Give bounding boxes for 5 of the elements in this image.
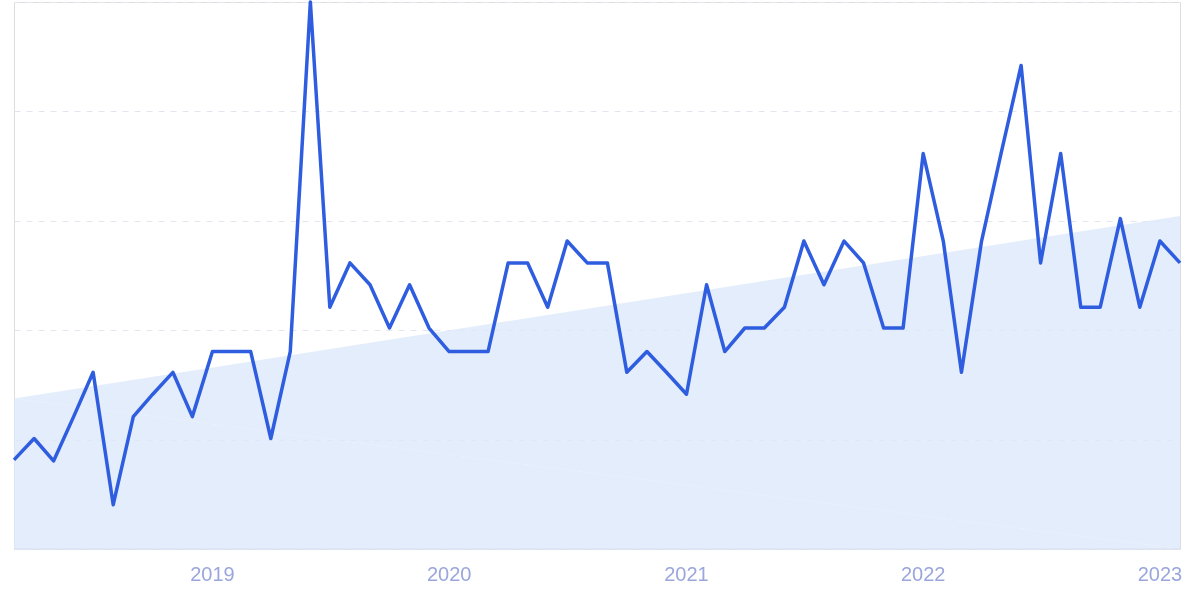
x-tick-label: 2022: [900, 563, 946, 585]
x-tick-label: 2021: [664, 563, 709, 585]
x-tick-label: 2020: [426, 563, 472, 585]
x-tick-label: 2023: [1137, 563, 1183, 585]
x-tick-label: 2019: [190, 563, 235, 585]
